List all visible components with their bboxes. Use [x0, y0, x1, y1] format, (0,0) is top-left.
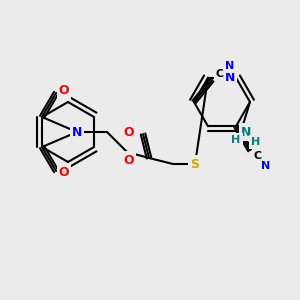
- Text: O: O: [124, 125, 134, 139]
- Text: O: O: [59, 85, 69, 98]
- Text: N: N: [72, 125, 82, 139]
- Text: N: N: [261, 161, 271, 171]
- Text: N: N: [225, 61, 235, 71]
- Text: C: C: [254, 151, 262, 161]
- Text: C: C: [216, 69, 224, 79]
- Text: H: H: [251, 137, 261, 147]
- Text: N: N: [225, 71, 235, 84]
- Text: O: O: [59, 167, 69, 179]
- Text: O: O: [124, 154, 134, 166]
- Text: S: S: [190, 158, 200, 170]
- Text: H: H: [231, 135, 241, 145]
- Text: N: N: [241, 125, 251, 139]
